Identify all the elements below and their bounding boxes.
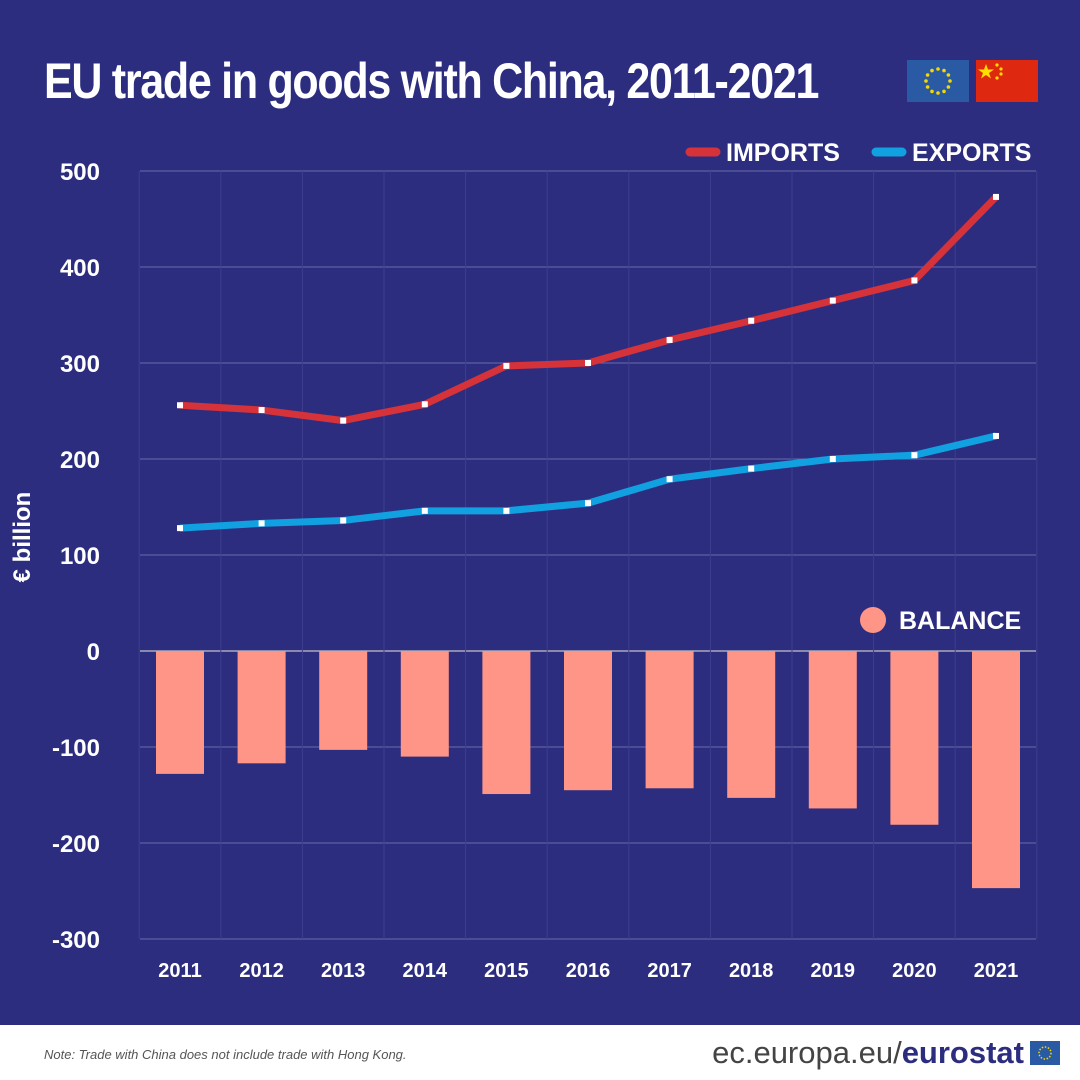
- china-flag-icon: [976, 60, 1038, 102]
- eurostat-logo[interactable]: ec.europa.eu/eurostat: [712, 1035, 1024, 1071]
- exports-point-2014: [421, 507, 428, 514]
- x-tick-label: 2021: [974, 960, 1019, 982]
- imports-point-2014: [421, 401, 428, 408]
- balance-bar-2017: [645, 651, 694, 789]
- y-axis-label: € billion: [9, 492, 36, 583]
- x-tick-label: 2016: [566, 960, 611, 982]
- y-tick-label: -300: [52, 927, 100, 954]
- imports-point-2016: [585, 360, 591, 366]
- legend-balance: BALANCE: [899, 607, 1021, 635]
- exports-point-2020: [911, 452, 918, 459]
- y-tick-label: 100: [60, 543, 100, 570]
- imports-point-2020: [911, 277, 918, 284]
- brand-prefix: ec.europa.eu/: [712, 1035, 902, 1070]
- brand-name: eurostat: [901, 1035, 1024, 1070]
- y-tick-label: 0: [87, 639, 100, 666]
- y-tick-label: -200: [52, 831, 100, 858]
- footnote: Note: Trade with China does not include …: [44, 1047, 407, 1062]
- x-tick-label: 2014: [403, 960, 448, 982]
- balance-bar-2020: [890, 651, 939, 825]
- imports-point-2018: [748, 317, 755, 324]
- balance-bar-2014: [400, 651, 449, 757]
- exports-point-2019: [829, 456, 836, 462]
- balance-bar-2021: [972, 651, 1020, 889]
- x-tick-label: 2018: [729, 960, 774, 982]
- exports-point-2018: [748, 465, 755, 472]
- exports-point-2015: [503, 507, 510, 514]
- x-tick-label: 2017: [647, 960, 692, 982]
- imports-point-2021: [993, 193, 999, 200]
- y-tick-label: 300: [60, 351, 100, 378]
- imports-point-2011: [177, 402, 183, 409]
- x-tick-label: 2012: [239, 960, 284, 982]
- exports-point-2013: [340, 517, 347, 524]
- imports-point-2012: [258, 407, 265, 414]
- eu-flag-icon: [907, 60, 969, 102]
- x-tick-label: 2019: [811, 960, 856, 982]
- balance-bar-2019: [808, 651, 857, 809]
- imports-point-2017: [666, 336, 673, 343]
- x-tick-label: 2015: [484, 960, 529, 982]
- balance-bar-2012: [237, 651, 286, 764]
- exports-point-2012: [258, 520, 265, 527]
- balance-bar-2013: [319, 651, 368, 750]
- balance-bar-2015: [482, 651, 531, 795]
- balance-bar-2018: [727, 651, 776, 798]
- imports-point-2013: [340, 417, 347, 424]
- x-tick-label: 2020: [892, 960, 937, 982]
- imports-point-2015: [503, 362, 510, 369]
- y-tick-label: 400: [60, 255, 100, 282]
- footer: Note: Trade with China does not include …: [0, 1025, 1080, 1080]
- exports-point-2011: [177, 525, 183, 532]
- balance-bar-2011: [156, 651, 204, 774]
- legend-imports: IMPORTS: [726, 139, 840, 167]
- chart-title: EU trade in goods with China, 2011-2021: [44, 53, 819, 109]
- legend: IMPORTS EXPORTS BALANCE: [685, 139, 1031, 635]
- y-tick-label: -100: [52, 735, 100, 762]
- legend-balance-swatch: [860, 607, 886, 633]
- chart: 500 400 300 200 100 0 -100 -200 -300 2011 2012 201…: [9, 139, 1038, 982]
- balance-bar-2016: [564, 651, 612, 791]
- exports-point-2016: [585, 500, 591, 507]
- legend-exports: EXPORTS: [912, 139, 1031, 167]
- y-tick-label: 200: [60, 447, 100, 474]
- x-tick-label: 2011: [158, 960, 201, 982]
- y-tick-label: 500: [60, 159, 100, 186]
- imports-point-2019: [829, 297, 836, 304]
- exports-point-2017: [666, 476, 673, 483]
- exports-point-2021: [993, 432, 999, 439]
- eu-flag-small-icon: [1030, 1041, 1060, 1065]
- x-tick-label: 2013: [321, 960, 366, 982]
